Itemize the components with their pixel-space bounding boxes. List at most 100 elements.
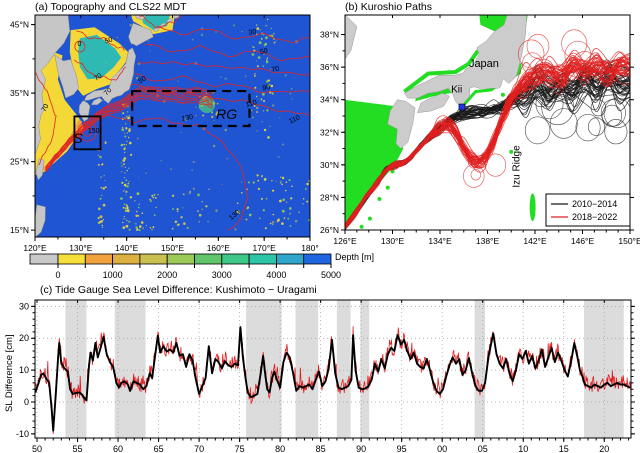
seamount-speckle — [260, 197, 263, 200]
seamount-speckle — [122, 112, 125, 115]
seamount-speckle — [285, 181, 288, 183]
seamount-speckle — [189, 191, 192, 193]
seamount-speckle — [137, 206, 140, 209]
seamount-speckle — [97, 216, 100, 220]
panel-b-axes: 126°E 130°E 134°E 138°E 142°E 146°E 150°E 38°N 3… — [320, 14, 640, 246]
colorbar-segment — [221, 253, 250, 265]
seamount-speckle — [263, 178, 267, 181]
x-tick-label: 140°E — [115, 243, 139, 253]
seamount-speckle — [126, 209, 130, 213]
seamount-speckle — [289, 225, 292, 227]
y-tick-label: 32°N — [320, 127, 339, 137]
seamount-speckle — [160, 159, 162, 162]
seamount-speckle — [293, 77, 295, 79]
seamount-speckle — [123, 216, 125, 218]
seamount-speckle — [182, 207, 184, 209]
y-tick-label: -10 — [16, 429, 29, 439]
seamount-speckle — [241, 30, 243, 33]
seamount-speckle — [247, 181, 250, 184]
panel-b-map: Japan Kii Izu Ridge — [345, 15, 630, 230]
seamount-speckle — [125, 210, 128, 212]
seamount-speckle — [100, 186, 103, 189]
seamount-speckle — [281, 183, 283, 186]
seamount-speckle — [155, 206, 157, 208]
y-tick-label: 10 — [19, 365, 29, 375]
seamount-speckle — [255, 60, 257, 62]
seamount-speckle — [124, 166, 126, 168]
region-box-s — [73, 115, 102, 151]
seamount-speckle — [172, 208, 174, 211]
seamount-speckle — [277, 156, 280, 158]
seamount-speckle — [262, 65, 265, 67]
seamount-speckle — [176, 224, 179, 227]
contour-label: 50 — [259, 48, 268, 56]
seamount-speckle — [263, 44, 266, 47]
kuroshio-eddy-ring — [587, 117, 605, 136]
seamount-speckle — [260, 98, 263, 100]
colorbar-gray-segment — [29, 253, 59, 265]
seamount-speckle — [145, 224, 148, 227]
large-meander-shading — [360, 300, 370, 438]
seamount-speckle — [256, 95, 258, 98]
kuroshio-eddy-ring — [484, 153, 507, 177]
contour-label: 90 — [262, 84, 271, 92]
seamount-speckle — [98, 149, 100, 152]
region-box-rg — [131, 89, 251, 128]
kuroshio-eddy-ring — [526, 33, 550, 59]
seamount-speckle — [99, 155, 102, 159]
seamount-speckle — [136, 210, 138, 213]
colorbar-segment — [194, 253, 223, 265]
seamount-speckle — [128, 136, 130, 139]
contour-label: 130 — [181, 114, 194, 123]
seamount-speckle — [97, 154, 99, 156]
seamount-speckle — [255, 106, 259, 110]
seamount-speckle — [302, 198, 305, 200]
seamount-speckle — [120, 197, 123, 200]
x-tick-label: 10 — [518, 444, 528, 453]
seamount-speckle — [138, 177, 140, 178]
kuroshio-path — [345, 56, 630, 228]
seamount-speckle — [123, 177, 126, 179]
seamount-speckle — [290, 197, 293, 200]
seamount-speckle — [271, 92, 273, 94]
seamount-speckle — [254, 86, 257, 89]
seamount-speckle — [201, 208, 203, 210]
seamount-speckle — [157, 194, 159, 196]
seamount-speckle — [101, 194, 103, 196]
seamount-speckle — [104, 186, 107, 189]
seamount-speckle — [123, 151, 126, 154]
seamount-speckle — [125, 144, 127, 146]
colorbar-segment — [139, 253, 168, 265]
seamount-speckle — [238, 212, 241, 215]
kuroshio-eddy-ring — [531, 86, 551, 108]
region-label-s: S — [73, 130, 83, 146]
x-tick-label: 170°E — [253, 243, 277, 253]
seamount-speckle — [107, 81, 111, 84]
depth-colorbar: 0 1000 2000 3000 4000 5000 — [29, 253, 341, 280]
seamount-speckle — [126, 140, 128, 142]
seamount-speckle — [275, 40, 277, 42]
seamount-speckle — [289, 92, 292, 95]
seamount-speckle — [136, 228, 139, 230]
seamount-speckle — [171, 194, 175, 197]
seamount-speckle — [125, 194, 127, 196]
seamount-speckle — [125, 204, 128, 207]
land — [90, 97, 103, 106]
tide-gauge-marker — [458, 103, 466, 111]
panel-a-axes: 120°E 130°E 140°E 150°E 160°E 170°E 180° 45°N 35… — [10, 14, 319, 253]
x-tick-label: 50 — [32, 444, 42, 453]
seamount-speckle — [123, 132, 125, 134]
seamount-speckle — [126, 185, 129, 188]
seamount-speckle — [147, 40, 150, 42]
kuroshio-path — [345, 61, 630, 226]
seamount-speckle — [266, 59, 268, 61]
land — [54, 54, 79, 99]
colorbar-segment — [275, 253, 305, 265]
mdt-closed-contour — [74, 40, 86, 53]
kuroshio-eddy-ring — [590, 99, 607, 117]
x-tick-label: 180° — [301, 243, 319, 253]
seamount-speckle — [120, 143, 124, 147]
